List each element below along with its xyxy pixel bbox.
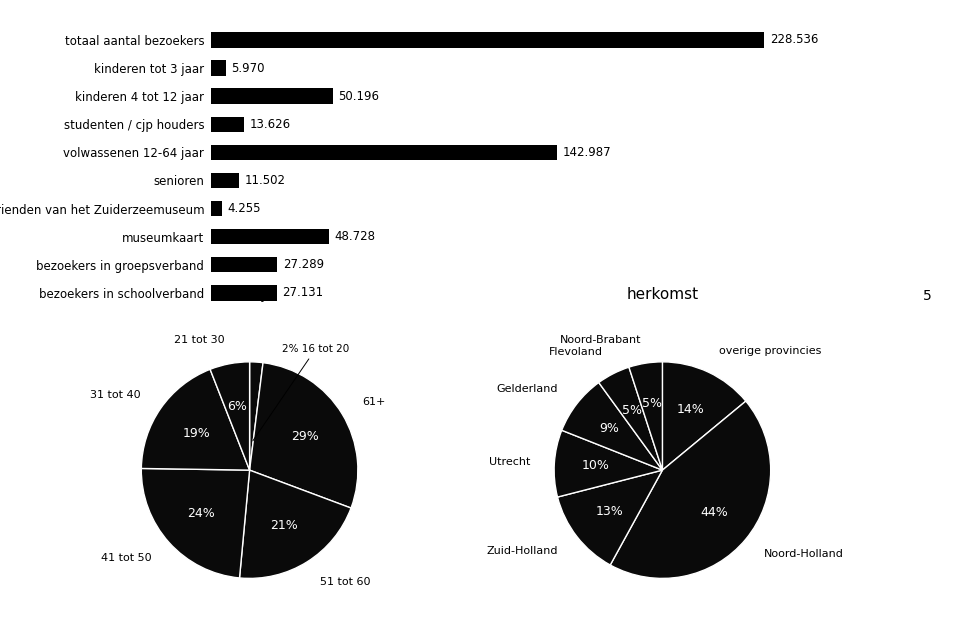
Text: Gelderland: Gelderland <box>496 384 558 394</box>
Wedge shape <box>250 362 263 470</box>
Text: 13%: 13% <box>595 505 623 517</box>
Wedge shape <box>554 430 662 497</box>
Wedge shape <box>629 362 662 470</box>
Text: 61+: 61+ <box>363 397 386 407</box>
Wedge shape <box>611 401 771 578</box>
Text: 50.196: 50.196 <box>338 90 379 102</box>
Text: 27.131: 27.131 <box>282 286 324 300</box>
Bar <box>211 144 558 160</box>
Text: 14%: 14% <box>677 403 705 416</box>
Text: 21 tot 30: 21 tot 30 <box>175 335 225 345</box>
Wedge shape <box>562 382 662 470</box>
Text: overige provincies: overige provincies <box>719 345 821 355</box>
Text: Noord-Brabant: Noord-Brabant <box>561 335 641 345</box>
Bar <box>211 257 277 273</box>
Text: 31 tot 40: 31 tot 40 <box>90 390 141 400</box>
Text: 21%: 21% <box>270 519 298 532</box>
Wedge shape <box>250 363 358 508</box>
Bar <box>211 60 226 76</box>
Text: Zuid-Holland: Zuid-Holland <box>487 546 558 556</box>
Text: 11.502: 11.502 <box>245 174 285 187</box>
Text: 5.970: 5.970 <box>231 62 265 75</box>
Text: 27.289: 27.289 <box>283 258 324 271</box>
Text: 5%: 5% <box>642 398 661 410</box>
Text: 10%: 10% <box>582 460 610 472</box>
Text: 4.255: 4.255 <box>227 202 260 215</box>
Text: 5: 5 <box>923 289 931 303</box>
Text: 142.987: 142.987 <box>563 146 612 159</box>
Wedge shape <box>662 362 746 470</box>
Text: 9%: 9% <box>599 423 619 435</box>
Bar <box>211 117 244 132</box>
Text: 19%: 19% <box>182 426 210 440</box>
Text: 41 tot 50: 41 tot 50 <box>101 553 152 563</box>
Bar <box>211 285 276 301</box>
Text: 2% 16 tot 20: 2% 16 tot 20 <box>252 344 349 441</box>
Wedge shape <box>141 369 250 470</box>
Text: 44%: 44% <box>700 506 728 519</box>
Text: Utrecht: Utrecht <box>490 457 531 467</box>
Text: 6%: 6% <box>228 400 248 413</box>
Text: 29%: 29% <box>291 430 319 443</box>
Wedge shape <box>210 362 250 470</box>
Wedge shape <box>239 470 351 578</box>
Bar <box>211 32 764 48</box>
Text: Noord-Holland: Noord-Holland <box>764 550 844 560</box>
Text: 13.626: 13.626 <box>250 118 291 131</box>
Text: 228.536: 228.536 <box>770 33 818 46</box>
Text: 51 tot 60: 51 tot 60 <box>320 577 371 587</box>
Title: herkomst: herkomst <box>626 288 699 303</box>
Bar <box>211 89 333 104</box>
Title: leeftijd: leeftijd <box>224 288 276 303</box>
Text: 24%: 24% <box>187 507 215 520</box>
Text: Flevoland: Flevoland <box>548 347 603 357</box>
Wedge shape <box>141 468 250 578</box>
Bar <box>211 229 329 244</box>
Text: 5%: 5% <box>622 404 642 417</box>
Wedge shape <box>558 470 662 565</box>
Bar <box>211 173 239 188</box>
Bar <box>211 201 222 216</box>
Wedge shape <box>599 367 662 470</box>
Text: 48.728: 48.728 <box>335 230 375 243</box>
